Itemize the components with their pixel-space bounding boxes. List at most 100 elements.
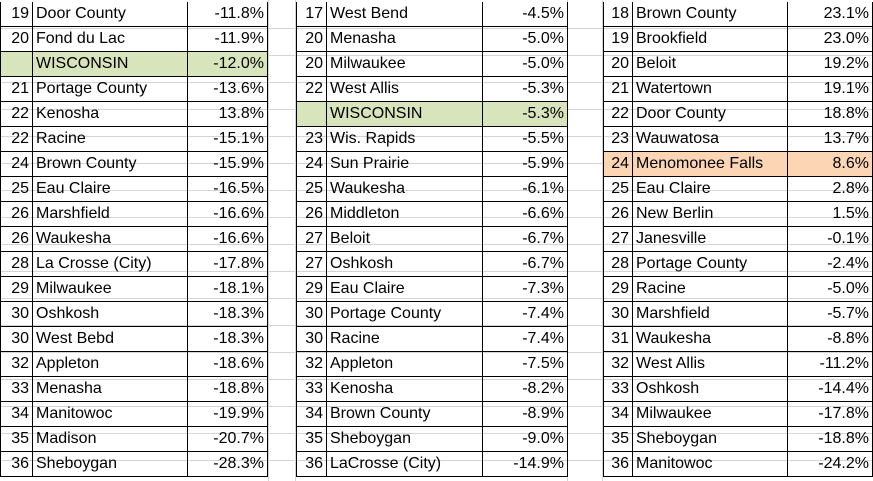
rank-cell[interactable]: 30 [603,302,633,327]
value-cell[interactable]: -7.3% [483,277,568,302]
name-cell[interactable]: Brown County [327,402,483,427]
value-cell[interactable]: -6.7% [483,252,568,277]
value-cell[interactable]: -18.8% [788,427,873,452]
name-cell[interactable]: Sheboygan [33,452,188,477]
name-cell[interactable]: Wauwatosa [633,127,788,152]
name-cell[interactable]: Menomonee Falls [633,152,788,177]
rank-cell[interactable]: 24 [603,152,633,177]
rank-cell[interactable]: 26 [603,202,633,227]
value-cell[interactable]: -24.2% [788,452,873,477]
rank-cell[interactable]: 33 [0,377,33,402]
value-cell[interactable]: -4.5% [483,2,568,27]
name-cell[interactable]: LaCrosse (City) [327,452,483,477]
rank-cell[interactable]: 28 [0,252,33,277]
rank-cell[interactable]: 22 [0,102,33,127]
rank-cell[interactable]: 22 [603,102,633,127]
name-cell[interactable]: Beloit [327,227,483,252]
rank-cell[interactable] [296,102,327,127]
rank-cell[interactable]: 26 [296,202,327,227]
value-cell[interactable]: -17.8% [188,252,268,277]
name-cell[interactable]: West Allis [633,352,788,377]
name-cell[interactable]: Racine [633,277,788,302]
name-cell[interactable]: Portage County [33,77,188,102]
name-cell[interactable]: West Bend [327,2,483,27]
value-cell[interactable]: -16.6% [188,227,268,252]
value-cell[interactable]: -11.8% [188,2,268,27]
value-cell[interactable]: -28.3% [188,452,268,477]
rank-cell[interactable]: 36 [603,452,633,477]
name-cell[interactable]: Manitowoc [33,402,188,427]
value-cell[interactable]: -8.2% [483,377,568,402]
rank-cell[interactable]: 30 [0,302,33,327]
rank-cell[interactable]: 22 [0,127,33,152]
rank-cell[interactable]: 23 [296,127,327,152]
value-cell[interactable]: -18.3% [188,327,268,352]
value-cell[interactable]: 13.8% [188,102,268,127]
rank-cell[interactable]: 29 [296,277,327,302]
name-cell[interactable]: Racine [327,327,483,352]
name-cell[interactable]: West Bebd [33,327,188,352]
value-cell[interactable]: -7.5% [483,352,568,377]
name-cell[interactable]: Manitowoc [633,452,788,477]
value-cell[interactable]: -17.8% [788,402,873,427]
name-cell[interactable]: Madison [33,427,188,452]
name-cell[interactable]: West Allis [327,77,483,102]
rank-cell[interactable]: 19 [0,2,33,27]
value-cell[interactable]: -19.9% [188,402,268,427]
value-cell[interactable]: -5.0% [483,27,568,52]
rank-cell[interactable]: 33 [296,377,327,402]
rank-cell[interactable]: 26 [0,202,33,227]
rank-cell[interactable]: 27 [296,252,327,277]
value-cell[interactable]: -16.5% [188,177,268,202]
rank-cell[interactable]: 21 [0,77,33,102]
rank-cell[interactable]: 34 [0,402,33,427]
name-cell[interactable]: Janesville [633,227,788,252]
value-cell[interactable]: 19.1% [788,77,873,102]
value-cell[interactable]: -13.6% [188,77,268,102]
value-cell[interactable]: -7.4% [483,302,568,327]
value-cell[interactable]: -14.9% [483,452,568,477]
value-cell[interactable]: 1.5% [788,202,873,227]
name-cell[interactable]: Appleton [33,352,188,377]
rank-cell[interactable]: 21 [603,77,633,102]
name-cell[interactable]: Kenosha [33,102,188,127]
rank-cell[interactable]: 27 [296,227,327,252]
rank-cell[interactable]: 19 [603,27,633,52]
rank-cell[interactable]: 20 [296,52,327,77]
rank-cell[interactable]: 32 [296,352,327,377]
rank-cell[interactable]: 30 [0,327,33,352]
name-cell[interactable]: Waukesha [33,227,188,252]
rank-cell[interactable]: 35 [296,427,327,452]
value-cell[interactable]: -12.0% [188,52,268,77]
value-cell[interactable]: 23.1% [788,2,873,27]
rank-cell[interactable]: 25 [296,177,327,202]
value-cell[interactable]: -5.5% [483,127,568,152]
value-cell[interactable]: -8.9% [483,402,568,427]
name-cell[interactable]: Eau Claire [633,177,788,202]
value-cell[interactable]: -0.1% [788,227,873,252]
name-cell[interactable]: Oshkosh [327,252,483,277]
value-cell[interactable]: -5.0% [483,52,568,77]
rank-cell[interactable]: 35 [603,427,633,452]
value-cell[interactable]: -5.0% [788,277,873,302]
name-cell[interactable]: Menasha [33,377,188,402]
name-cell[interactable]: Middleton [327,202,483,227]
name-cell[interactable]: Wis. Rapids [327,127,483,152]
rank-cell[interactable]: 33 [603,377,633,402]
value-cell[interactable]: 19.2% [788,52,873,77]
value-cell[interactable]: 2.8% [788,177,873,202]
name-cell[interactable]: Watertown [633,77,788,102]
rank-cell[interactable]: 32 [603,352,633,377]
name-cell[interactable]: Sheboygan [327,427,483,452]
name-cell[interactable]: New Berlin [633,202,788,227]
name-cell[interactable]: Marshfield [633,302,788,327]
rank-cell[interactable]: 31 [603,327,633,352]
value-cell[interactable]: -11.2% [788,352,873,377]
value-cell[interactable]: -15.9% [188,152,268,177]
value-cell[interactable]: -6.1% [483,177,568,202]
rank-cell[interactable]: 26 [0,227,33,252]
rank-cell[interactable]: 22 [296,77,327,102]
name-cell[interactable]: WISCONSIN [33,52,188,77]
rank-cell[interactable]: 29 [0,277,33,302]
name-cell[interactable]: Sun Prairie [327,152,483,177]
